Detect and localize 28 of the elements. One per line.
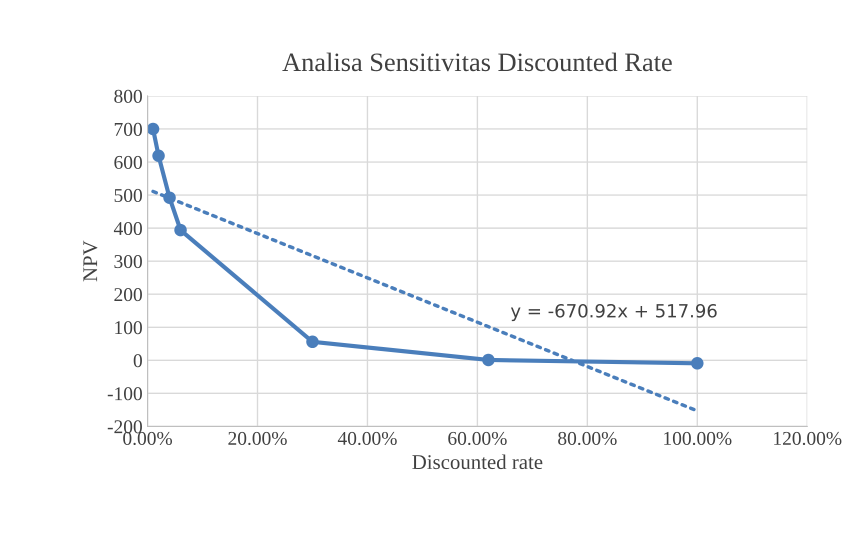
point xyxy=(148,122,160,136)
y-tick-label: 200 xyxy=(114,288,142,302)
y-tick-label: -200 xyxy=(108,420,142,434)
point xyxy=(152,150,165,162)
x-tick-label: 100.00% xyxy=(664,432,732,446)
x-tick-label: 80.00% xyxy=(558,432,617,446)
x-tick-label: 120.00% xyxy=(774,432,842,446)
y-tick-label: 700 xyxy=(114,122,142,136)
chart-title: Analisa Sensitivitas Discounted Rate xyxy=(282,52,672,72)
point xyxy=(306,336,319,348)
y-tick-label: 500 xyxy=(114,188,142,202)
x-tick-label: 40.00% xyxy=(338,432,397,446)
y-tick-label: 400 xyxy=(114,222,142,236)
annotation: y = -670.92x + 517.96 xyxy=(510,304,717,322)
x-axis-title: Discounted rate xyxy=(412,454,542,470)
y-tick-label: -100 xyxy=(108,387,142,400)
x-tick-label: 0.00% xyxy=(123,432,172,446)
y-axis-title: NPV xyxy=(83,240,98,282)
point xyxy=(174,224,187,236)
y-tick-label: 0 xyxy=(134,354,142,368)
y-tick-label: 600 xyxy=(114,156,142,169)
y-tick-label: 800 xyxy=(114,90,142,103)
y-tick-label: 100 xyxy=(115,321,142,334)
point xyxy=(482,354,495,366)
point xyxy=(691,357,704,370)
x-tick-label: 60.00% xyxy=(448,432,507,446)
y-tick-label: 300 xyxy=(114,254,142,268)
x-tick-label: 20.00% xyxy=(228,432,287,446)
